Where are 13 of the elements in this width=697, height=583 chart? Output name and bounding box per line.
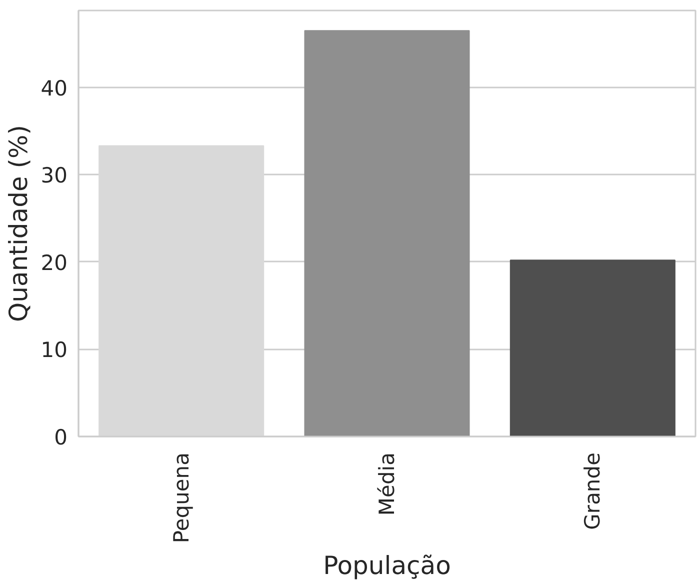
- bar: [304, 30, 470, 436]
- x-tick-label: Pequena: [169, 452, 194, 544]
- bar: [98, 145, 264, 436]
- y-axis-title: Quantidade (%): [4, 124, 33, 322]
- y-tick-label: 30: [40, 164, 68, 188]
- y-tick-label: 20: [40, 250, 68, 275]
- bar: [510, 260, 676, 436]
- x-tick-label: Média: [375, 452, 399, 516]
- y-tick-label: 10: [40, 338, 68, 362]
- y-tick-label: 40: [40, 76, 68, 100]
- x-axis-title: População: [323, 551, 451, 580]
- x-tick-label: Grande: [580, 452, 605, 530]
- y-tick-label: 0: [54, 426, 68, 450]
